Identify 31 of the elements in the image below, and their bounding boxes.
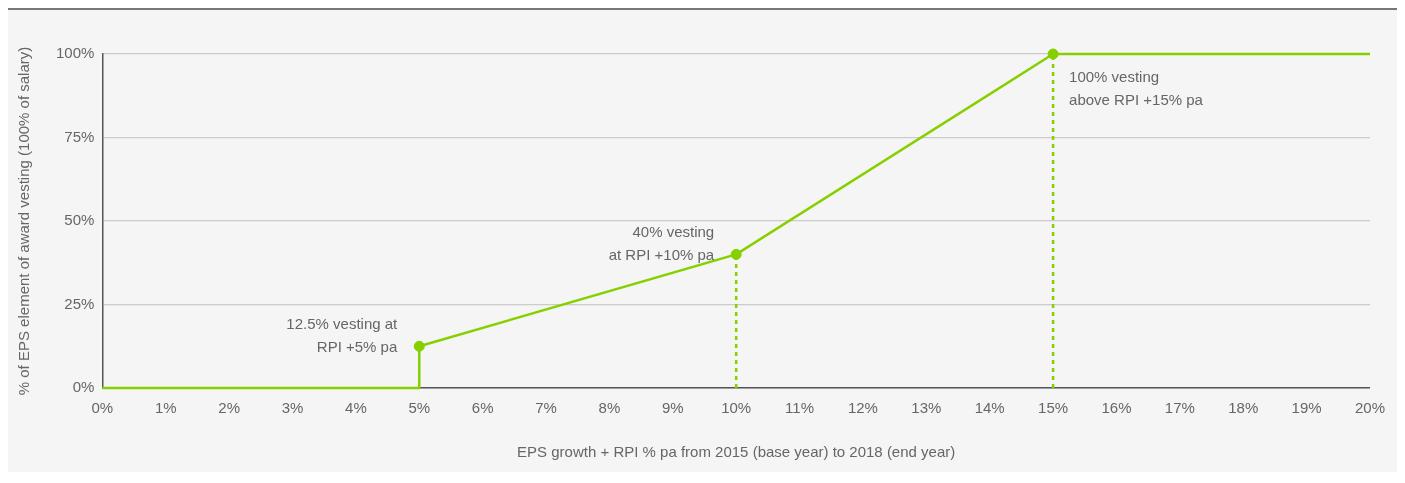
- x-tick-label: 18%: [1228, 399, 1259, 417]
- y-tick-label: 75%: [64, 127, 95, 145]
- x-tick-label: 4%: [345, 399, 367, 417]
- x-tick-label: 1%: [154, 399, 177, 417]
- annotation: 100% vesting above RPI +15% pa: [1069, 68, 1204, 108]
- x-tick-label: 13%: [911, 399, 942, 417]
- x-tick-label: 7%: [535, 399, 557, 417]
- annotation: 12.5% vesting at RPI +5% pa: [286, 315, 399, 356]
- x-tick-label: 10%: [721, 399, 752, 417]
- x-tick-label: 14%: [974, 399, 1005, 417]
- x-tick-label: 15%: [1038, 399, 1069, 417]
- annotation: 40% vesting at RPI +10% pa: [608, 223, 715, 264]
- x-tick-label: 16%: [1101, 399, 1132, 417]
- x-tick-label: 5%: [408, 399, 431, 417]
- x-axis-title: EPS growth + RPI % pa from 2015 (base year) to 2018 (end year): [517, 443, 956, 461]
- x-tick-label: 3%: [281, 399, 304, 417]
- x-tick-label: 2%: [218, 399, 240, 417]
- y-tick-label: 0%: [72, 378, 95, 396]
- x-tick-label: 11%: [785, 399, 815, 417]
- x-tick-label: 6%: [471, 399, 494, 417]
- x-tick-label: 12%: [847, 399, 878, 417]
- x-tick-label: 19%: [1291, 399, 1322, 417]
- x-tick-label: 0%: [91, 399, 114, 417]
- x-tick-label: 9%: [661, 399, 684, 417]
- y-tick-label: 50%: [64, 211, 95, 229]
- x-tick-label: 20%: [1354, 399, 1385, 417]
- x-tick-label: 17%: [1164, 399, 1195, 417]
- y-tick-label: 100%: [55, 44, 95, 62]
- y-axis-title: % of EPS element of award vesting (100% of salary): [15, 46, 33, 396]
- x-tick-label: 8%: [598, 399, 621, 417]
- y-tick-label: 25%: [64, 294, 95, 312]
